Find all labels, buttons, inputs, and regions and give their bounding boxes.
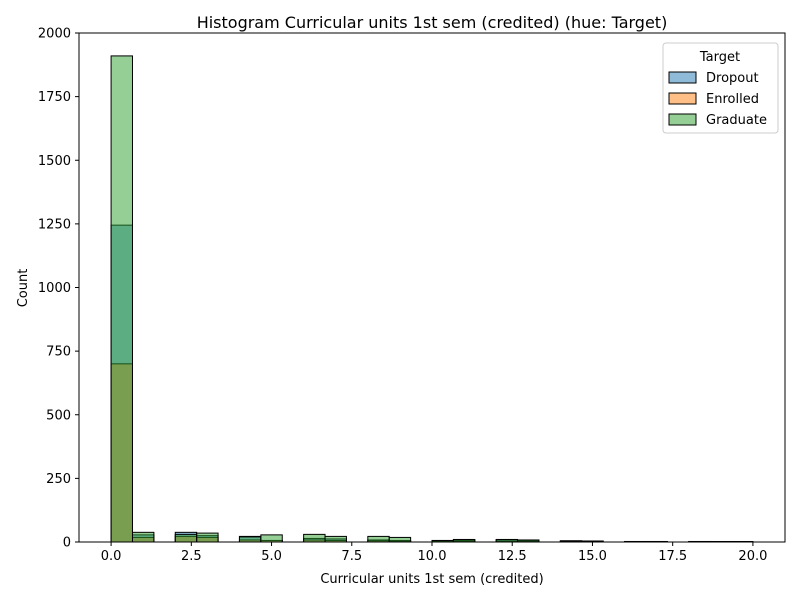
bar-graduate-3	[196, 532, 219, 543]
x-tick-label: 15.0	[578, 549, 607, 564]
x-axis: 0.0 2.5 5.0 7.5 10.0 12.5 15.0 17.5 20.0	[101, 542, 767, 564]
x-tick-label: 10.0	[418, 549, 447, 564]
y-tick-label: 750	[46, 345, 71, 360]
y-tick-label: 500	[46, 408, 71, 423]
legend: Target Dropout Enrolled Graduate	[662, 42, 779, 134]
bar-graduate-0	[110, 55, 133, 543]
y-tick-label: 1500	[38, 154, 71, 169]
y-tick-label: 2000	[38, 27, 71, 42]
y-tick-label: 1750	[38, 90, 71, 105]
x-axis-label: Curricular units 1st sem (credited)	[320, 572, 543, 587]
x-tick-label: 0.0	[101, 549, 122, 564]
bar-graduate-8	[367, 535, 390, 543]
x-tick-label: 7.5	[341, 549, 362, 564]
bars-layer	[110, 55, 754, 543]
x-tick-label: 20.0	[738, 549, 767, 564]
x-tick-label: 2.5	[181, 549, 202, 564]
x-tick-label: 17.5	[658, 549, 687, 564]
legend-swatch-dropout	[668, 71, 697, 84]
legend-label-dropout: Dropout	[706, 71, 759, 86]
legend-label-graduate: Graduate	[706, 113, 767, 128]
legend-box	[662, 42, 779, 134]
y-tick-label: 250	[46, 472, 71, 487]
x-tick-label: 12.5	[498, 549, 527, 564]
y-tick-label: 1000	[38, 281, 71, 296]
legend-title: Target	[699, 50, 740, 65]
y-tick-label: 0	[63, 536, 71, 551]
bar-graduate-4	[238, 536, 262, 543]
bar-graduate-7	[324, 535, 347, 543]
chart-title: Histogram Curricular units 1st sem (cred…	[197, 13, 668, 32]
bar-graduate-9	[388, 536, 412, 543]
legend-swatch-enrolled	[668, 92, 697, 105]
y-axis-label: Count	[16, 269, 31, 308]
bar-graduate-5	[260, 534, 283, 543]
bar-graduate-2	[174, 533, 198, 543]
y-axis: 0 250 500 750 1000 1250 1500 1750 2000	[38, 27, 79, 551]
bar-graduate-1	[132, 531, 155, 543]
x-tick-label: 5.0	[261, 549, 282, 564]
bar-graduate-6	[303, 533, 326, 543]
legend-label-enrolled: Enrolled	[706, 92, 759, 107]
legend-swatch-graduate	[668, 113, 697, 126]
y-tick-label: 1250	[38, 217, 71, 232]
legend-entries: Dropout Enrolled Graduate	[668, 71, 767, 128]
